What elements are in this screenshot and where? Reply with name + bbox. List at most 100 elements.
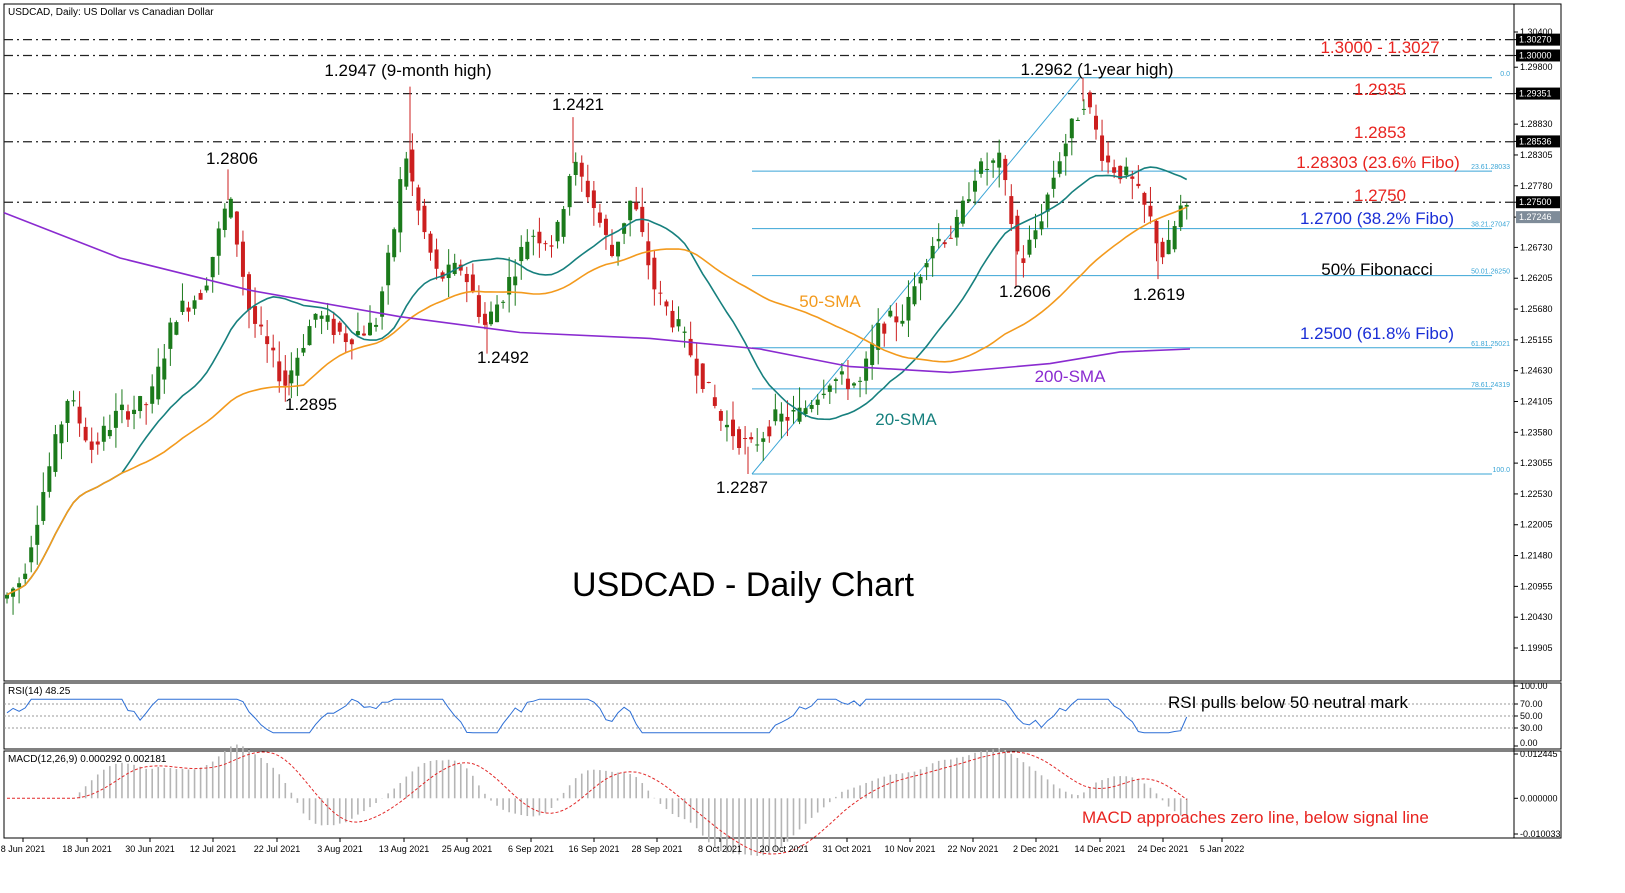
fib-level-tag: 78.61.24319 [1471, 382, 1510, 389]
resistance-level-label: 1.3000 - 1.3027 [1320, 38, 1439, 57]
candle-body [664, 301, 669, 307]
candle-body [150, 386, 155, 404]
candle-body [398, 179, 403, 233]
candle-body [543, 243, 548, 245]
y-tick-label: 1.21480 [1520, 551, 1553, 561]
x-tick-label: 12 Jul 2021 [190, 844, 237, 854]
price-point-label: 1.2895 [285, 395, 337, 414]
level-price-marker [1516, 87, 1560, 100]
rsi-title: RSI(14) 48.25 [8, 686, 71, 697]
candle-body [737, 429, 742, 448]
candle-body [1045, 194, 1050, 212]
candle-body [168, 322, 173, 349]
fib-level-tag: 50.01.26250 [1471, 269, 1510, 276]
candle-body [101, 425, 106, 442]
candle-body [519, 246, 524, 262]
candle-body [240, 241, 245, 277]
candle-body [1160, 241, 1165, 258]
candle-body [1112, 167, 1117, 173]
candle-body [597, 212, 602, 223]
candle-body [791, 409, 796, 412]
candle-body [216, 228, 221, 256]
candle-body [628, 200, 633, 221]
price-point-label: 1.2947 (9-month high) [324, 61, 491, 80]
candle-body [132, 409, 137, 415]
x-tick-label: 6 Sep 2021 [508, 844, 554, 854]
candle-body [724, 424, 729, 428]
candle-body [107, 429, 112, 437]
fib-level-label: 50% Fibonacci [1321, 260, 1433, 279]
candle-body [277, 361, 282, 382]
candle-body [936, 238, 941, 242]
candle-body [192, 300, 197, 309]
candle-body [476, 295, 481, 317]
fib-trend-line [751, 77, 1081, 475]
candle-body [1130, 176, 1135, 179]
candle-body [700, 363, 705, 389]
candle-body [537, 231, 542, 244]
candle-body [979, 161, 984, 174]
candle-body [966, 199, 971, 202]
series-label: 20-SMA [875, 410, 937, 429]
price-point-label: 1.2962 (1-year high) [1020, 60, 1173, 79]
candle-body [694, 358, 699, 376]
x-tick-label: 10 Nov 2021 [884, 844, 935, 854]
x-tick-label: 8 Oct 2021 [698, 844, 742, 854]
candle-body [23, 573, 28, 579]
macd-signal-line [7, 751, 1188, 855]
candle-body [495, 304, 500, 323]
candle-body [271, 347, 276, 351]
candle-body [138, 396, 143, 412]
candle-body [718, 411, 723, 421]
candle-body [29, 547, 34, 563]
y-tick-label: 1.22005 [1520, 520, 1553, 530]
candle-body [446, 264, 451, 279]
candle-body [1124, 166, 1129, 176]
y-tick-label: 1.29800 [1520, 62, 1553, 72]
price-point-label: 1.2606 [999, 282, 1051, 301]
y-tick-label: 1.26205 [1520, 273, 1553, 283]
candle-body [991, 160, 996, 163]
x-tick-label: 25 Aug 2021 [442, 844, 493, 854]
price-point-label: 1.2806 [206, 149, 258, 168]
candle-body [1081, 108, 1086, 110]
candle-body [247, 274, 251, 310]
candle-body [113, 410, 118, 428]
candle-body [1015, 215, 1020, 252]
price-point-label: 1.2421 [552, 95, 604, 114]
candle-body [1094, 115, 1098, 130]
macd-y-tick-label: 0.012445 [1520, 749, 1558, 759]
candle-body [174, 322, 179, 335]
x-tick-label: 22 Jul 2021 [254, 844, 301, 854]
candle-body [591, 190, 596, 209]
series-label: 200-SMA [1035, 367, 1107, 386]
candle-body [1063, 143, 1068, 157]
candle-body [712, 397, 717, 406]
macd-title: MACD(12,26,9) 0.000292 0.002181 [8, 754, 167, 765]
candle-body [1057, 161, 1062, 174]
rsi-y-tick-label: 70.00 [1520, 699, 1543, 709]
candle-body [900, 320, 905, 324]
candle-body [368, 322, 372, 336]
candle-body [283, 370, 288, 386]
x-tick-label: 22 Nov 2021 [947, 844, 998, 854]
x-tick-label: 3 Aug 2021 [317, 844, 363, 854]
candle-body [1178, 205, 1183, 228]
candle-body [1142, 192, 1147, 205]
level-price-marker [1516, 49, 1560, 62]
level-price-label: 1.27500 [1519, 197, 1552, 207]
x-tick-label: 28 Sep 2021 [631, 844, 682, 854]
candle-body [71, 400, 76, 402]
level-price-label: 1.30000 [1519, 50, 1552, 60]
candle-body [507, 277, 512, 295]
y-tick-label: 1.26730 [1520, 242, 1553, 252]
candle-body [785, 416, 790, 421]
main-panel-frame [3, 3, 1562, 682]
candle-body [65, 400, 70, 423]
candle-body [1009, 196, 1014, 225]
candle-body [428, 233, 433, 253]
candle-body [652, 257, 657, 290]
candle-body [325, 315, 330, 322]
sma200-line [3, 212, 1191, 374]
